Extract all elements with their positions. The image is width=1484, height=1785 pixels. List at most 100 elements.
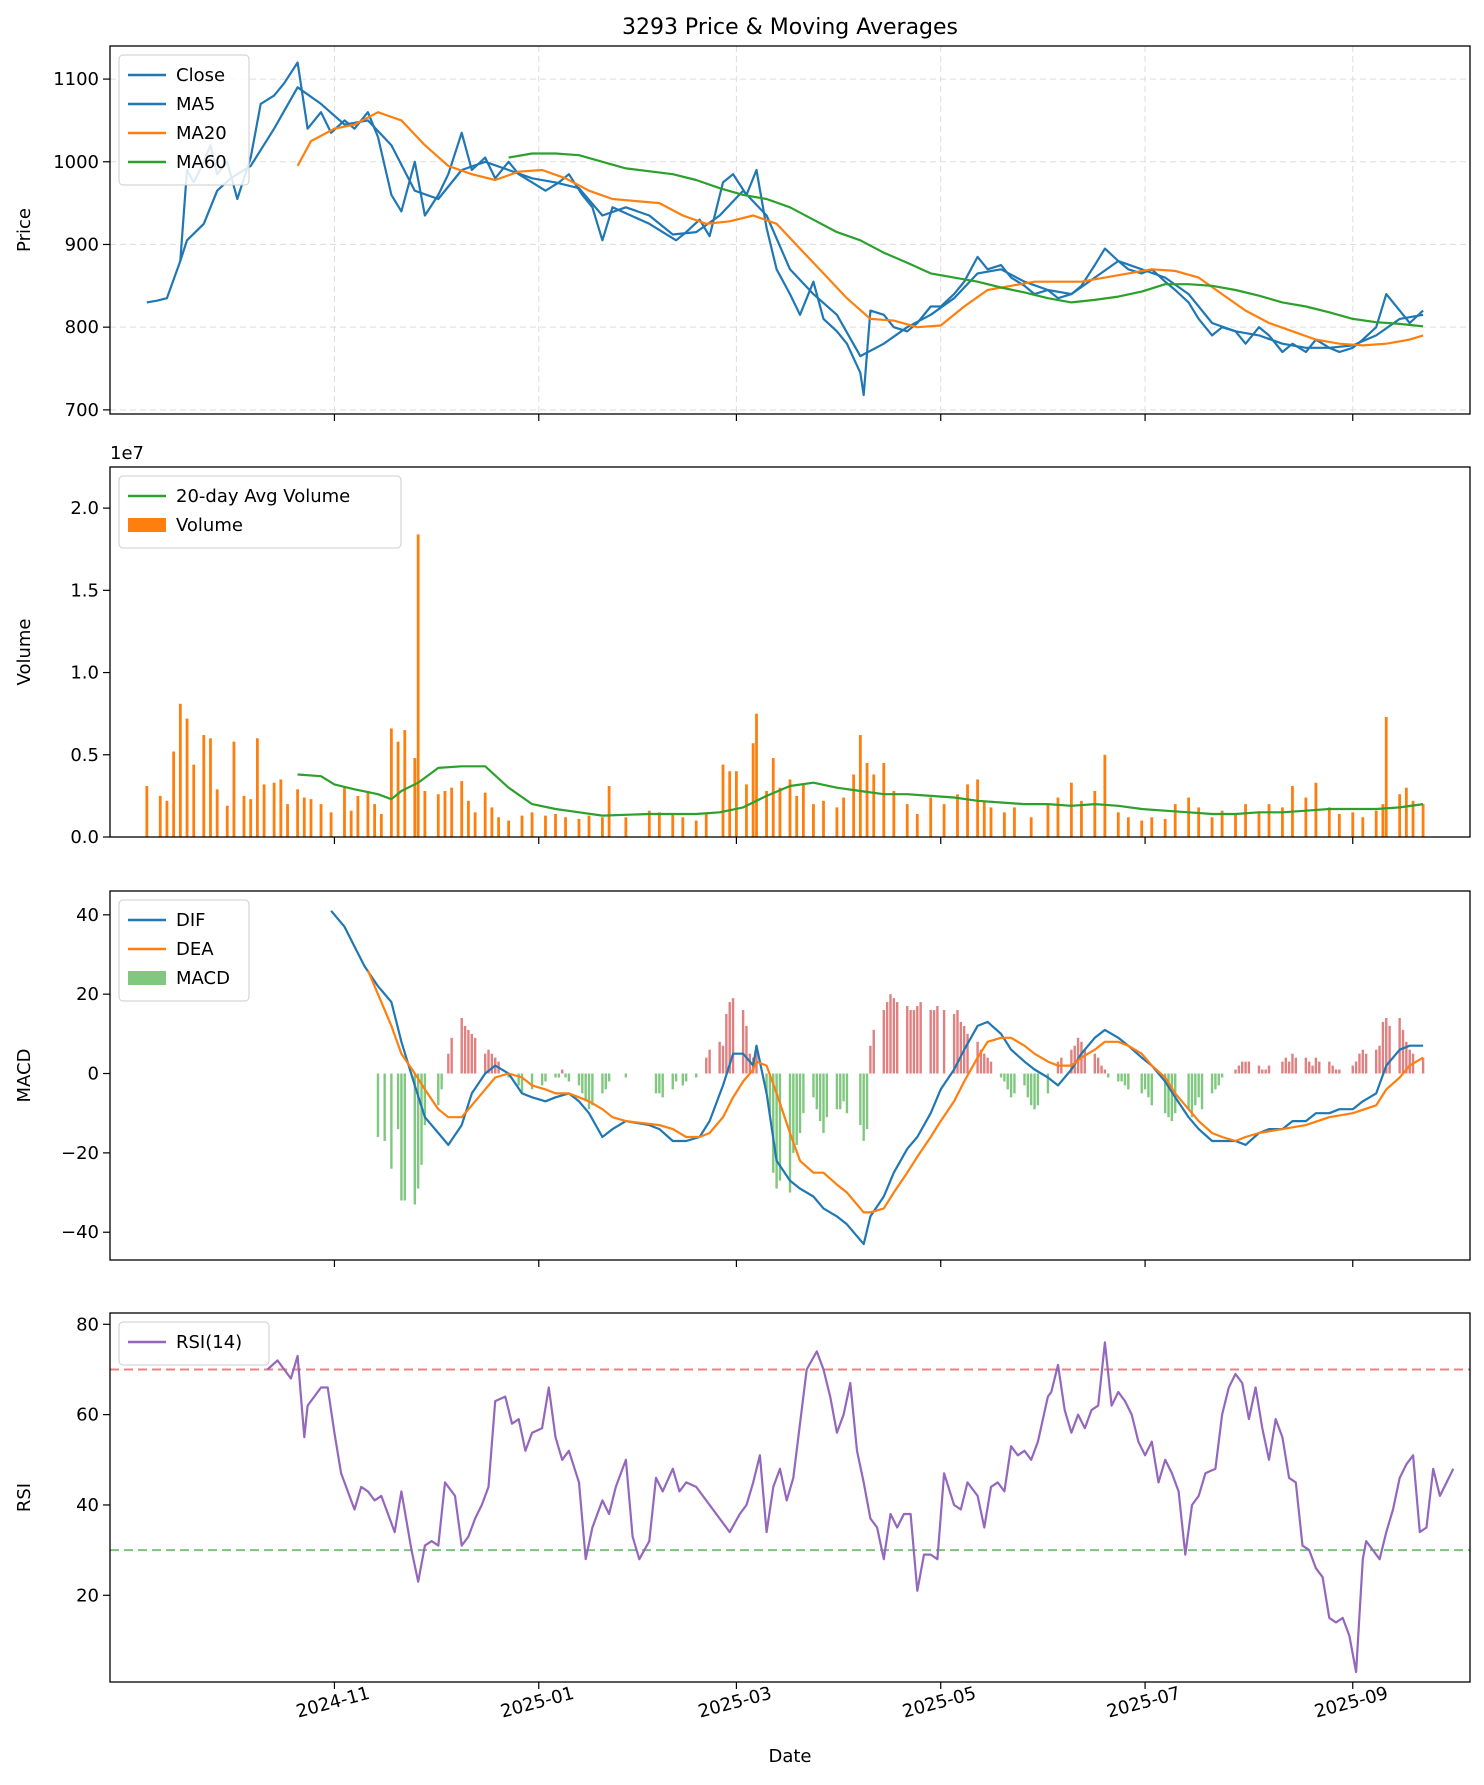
volume-bar [624, 817, 628, 837]
macd-bar [1100, 1065, 1103, 1074]
volume-bar [249, 799, 253, 837]
volume-bar [942, 804, 946, 837]
legend-entry: Volume [176, 515, 243, 536]
macd-bar [554, 1073, 557, 1078]
volume-bar [1411, 800, 1415, 837]
volume-bar [349, 810, 353, 837]
macd-bar [674, 1073, 678, 1082]
volume-bar [1304, 797, 1308, 837]
volume-bar [403, 730, 407, 837]
macd-bar [1127, 1073, 1130, 1090]
legend-patch-swatch [128, 518, 166, 532]
volume-bar [812, 804, 815, 837]
macd-bar [778, 1073, 782, 1181]
macd-bar [437, 1073, 440, 1106]
volume-bar [966, 784, 969, 837]
macd-bar [1103, 1069, 1107, 1074]
macd-bar [601, 1073, 604, 1094]
macd-bar [1358, 1053, 1361, 1074]
volume-bar [413, 758, 417, 837]
y-tick-label: 700 [65, 400, 99, 421]
volume-bar [1267, 804, 1271, 837]
volume-bar [755, 713, 758, 837]
macd-bar [748, 1053, 752, 1074]
macd-bar [561, 1069, 564, 1074]
volume-bar [1281, 807, 1284, 837]
volume-bar [1116, 812, 1120, 837]
macd-bar [658, 1073, 661, 1094]
macd-bar [1009, 1073, 1013, 1098]
volume-bar [530, 812, 534, 837]
macd-bar [607, 1073, 611, 1082]
macd-bar [859, 1073, 862, 1126]
macd-bar [979, 1049, 983, 1074]
panel-3: 40 20 0 −20 −40 MACD DIF DEA MACD [14, 890, 1471, 1267]
volume-bar [302, 797, 306, 837]
macd-bar [1200, 1073, 1204, 1110]
volume-bar [443, 790, 447, 837]
y-tick-label: 20 [76, 984, 99, 1005]
macd-bar [1318, 1061, 1321, 1074]
volume-bar [1220, 810, 1224, 837]
volume-bar [564, 817, 567, 837]
volume-bar [356, 795, 360, 837]
volume-bar [647, 810, 651, 837]
macd-bar [1267, 1065, 1271, 1074]
macd-bar [865, 1073, 869, 1130]
macd-bar [1096, 1057, 1100, 1074]
macd-bar [1281, 1061, 1284, 1074]
macd-bar [1167, 1073, 1170, 1118]
legend-entry: MACD [176, 968, 230, 989]
macd-bar [952, 1014, 956, 1074]
legend-box [118, 475, 402, 549]
macd-bar [520, 1073, 524, 1094]
macd-bar [741, 1010, 745, 1074]
volume-bar [215, 789, 219, 837]
macd-bar [1170, 1073, 1174, 1122]
plot-frame [109, 890, 1471, 1261]
volume-bar [1056, 797, 1060, 837]
volume-bar [389, 728, 393, 837]
volume-bar [172, 751, 176, 837]
macd-bar [1083, 1049, 1086, 1074]
volume-bar [520, 815, 524, 837]
macd-bar [775, 1073, 778, 1189]
macd-bar [473, 1037, 477, 1074]
macd-bar [1408, 1049, 1411, 1074]
macd-bar [1076, 1037, 1080, 1074]
volume-bar [956, 794, 959, 837]
macd-bar [487, 1049, 490, 1074]
volume-bar [1398, 794, 1402, 837]
volume-bar [262, 784, 266, 837]
macd-bar [869, 1045, 872, 1074]
panel-1: 700 800 900 1000 1100 Price Close MA5 MA20 MA60 [14, 45, 1471, 421]
legend: Close MA5 MA20 MA60 [118, 54, 250, 186]
volume-bar [1080, 800, 1083, 837]
macd-bar [390, 1073, 393, 1169]
volume-bar [1069, 782, 1073, 837]
macd-bar [530, 1073, 534, 1090]
y-tick-label: 80 [76, 1314, 99, 1335]
macd-bar [989, 1061, 993, 1074]
macd-bar [895, 1002, 899, 1074]
macd-bar [447, 1053, 450, 1074]
volume-bar [255, 738, 259, 837]
macd-bar [889, 994, 892, 1074]
macd-bar [912, 1010, 916, 1074]
macd-bar [440, 1073, 443, 1090]
macd-bar [695, 1073, 698, 1078]
macd-bar [483, 1053, 487, 1074]
volume-bar [1093, 790, 1097, 837]
macd-bar [1294, 1057, 1298, 1074]
macd-bar [1023, 1073, 1026, 1086]
volume-bar [279, 779, 283, 837]
volume-bar [771, 758, 775, 837]
y-tick-label: 40 [76, 1495, 99, 1516]
volume-bar [1374, 810, 1378, 837]
volume-bar [1351, 812, 1355, 837]
macd-bar [1314, 1057, 1318, 1074]
legend-entry: MA20 [176, 123, 227, 144]
legend: 20-day Avg Volume Volume [118, 475, 402, 549]
legend-entry: DIF [176, 910, 206, 931]
volume-bar [145, 786, 149, 837]
